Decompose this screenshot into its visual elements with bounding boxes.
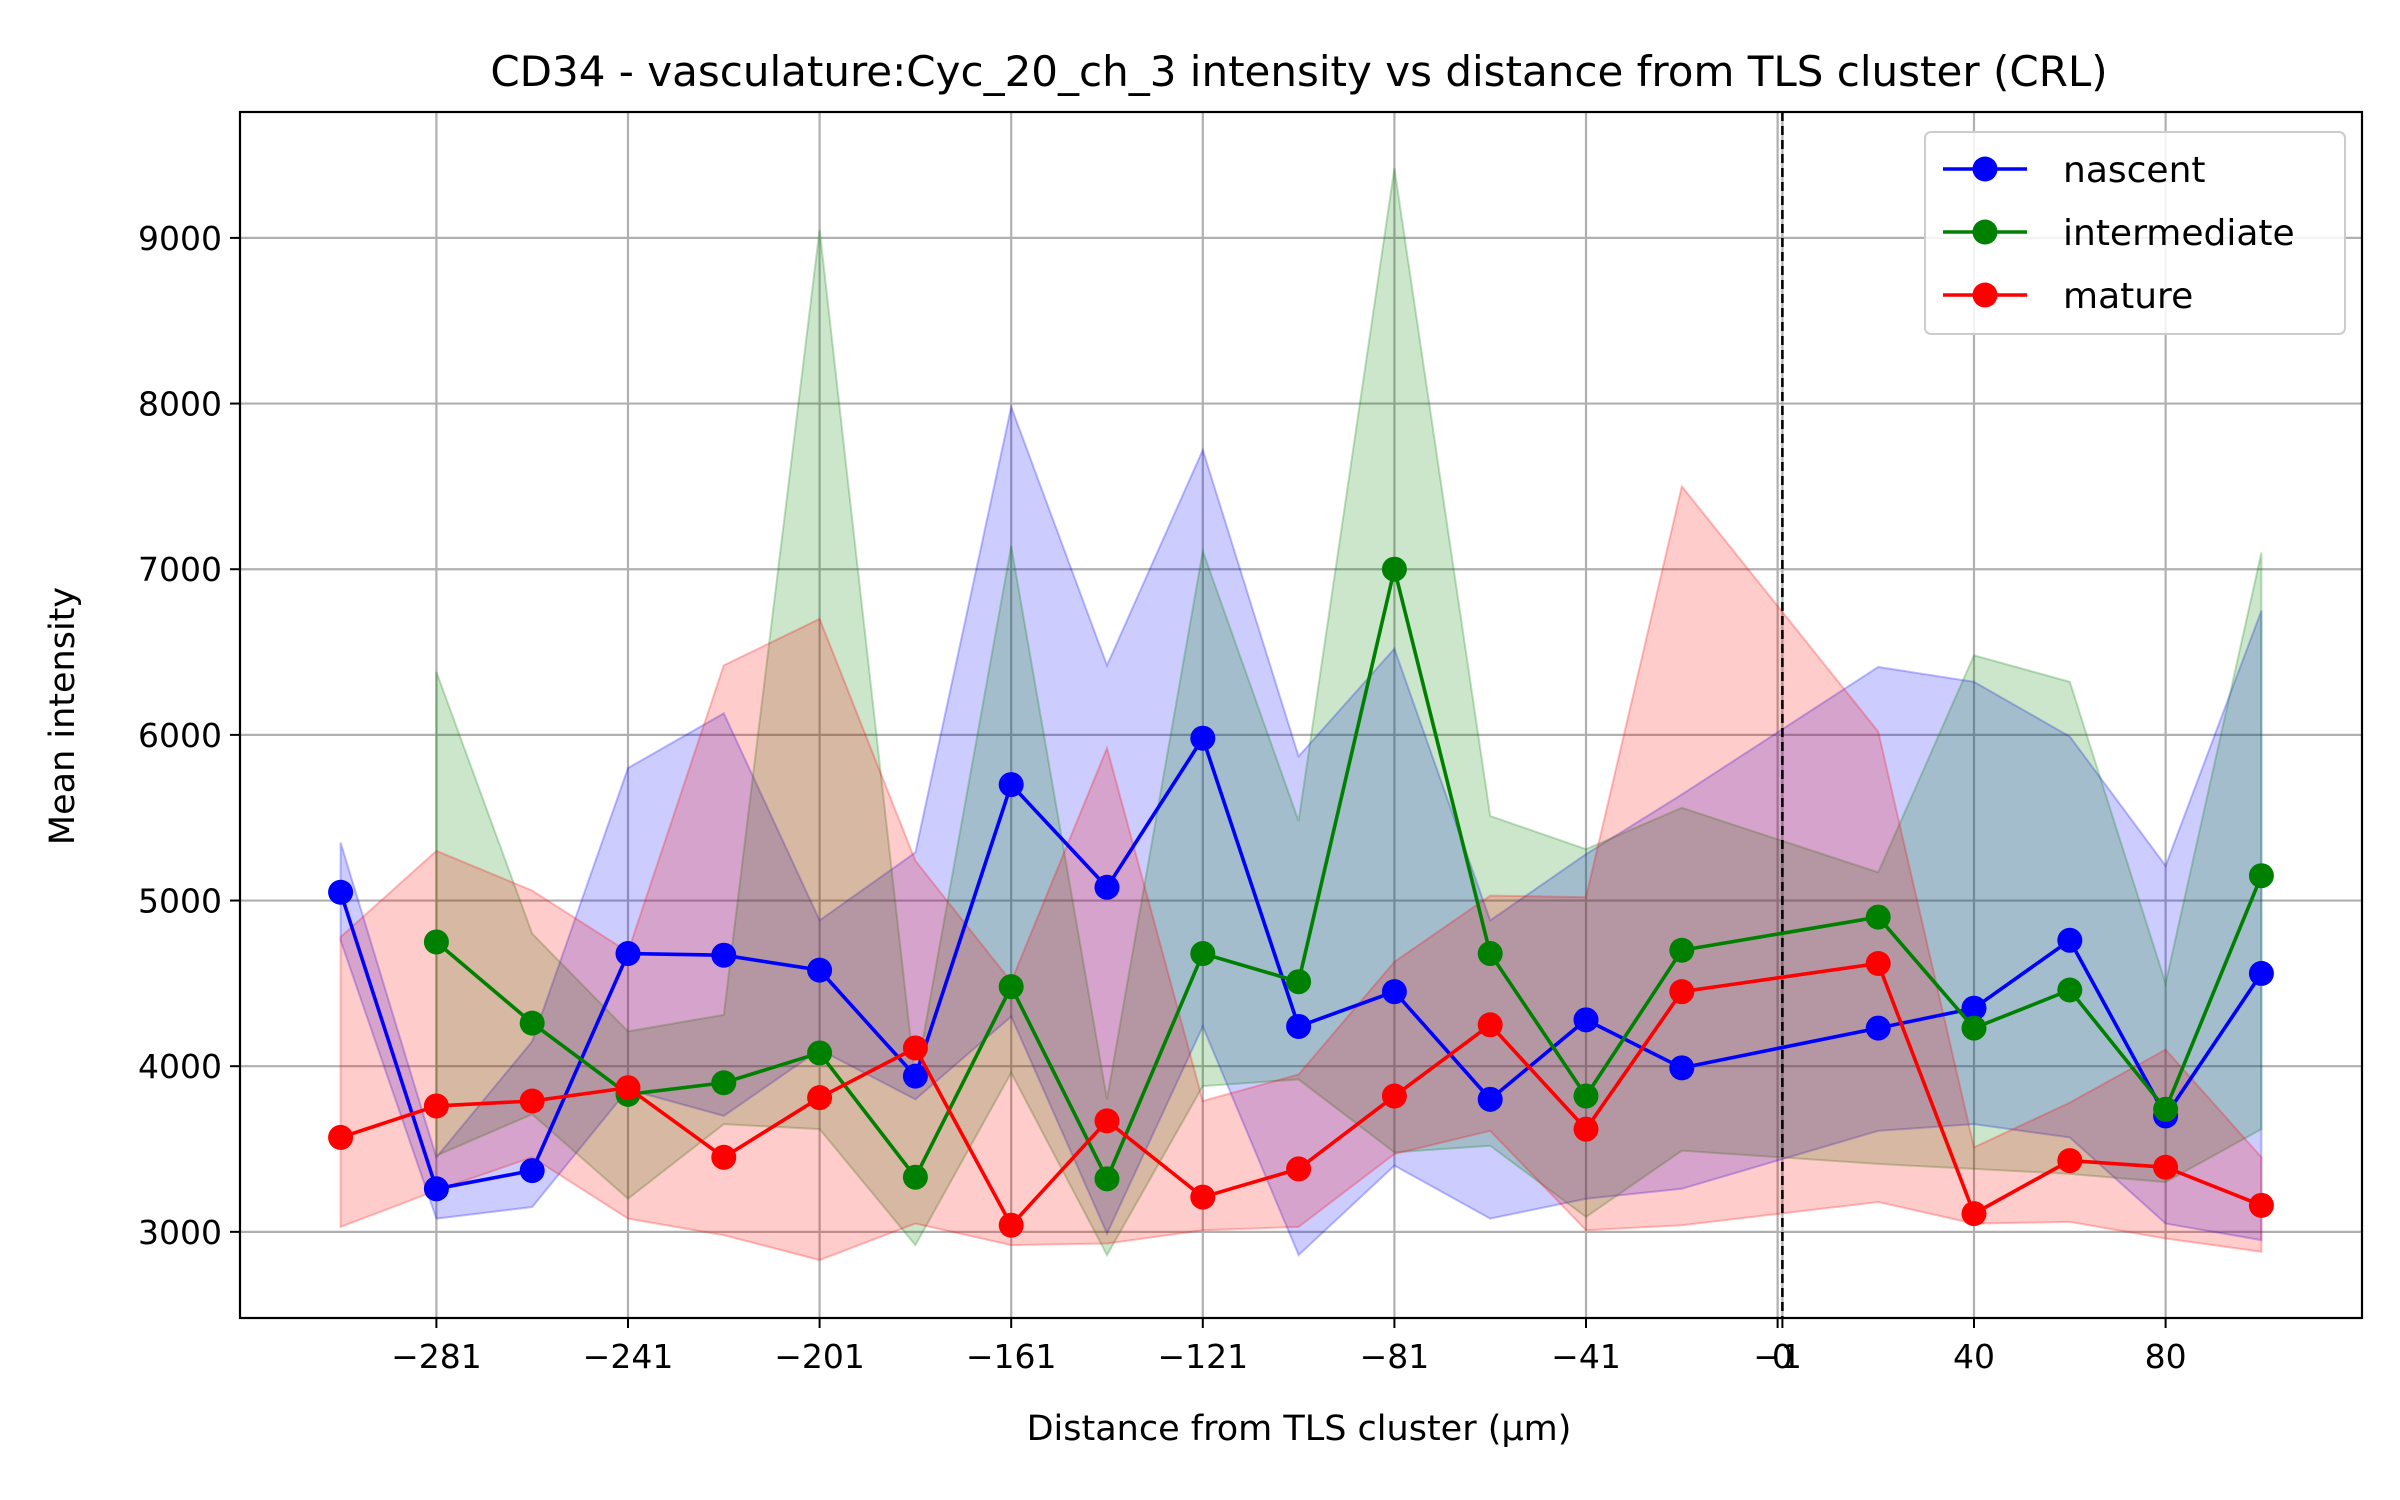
point-nascent bbox=[807, 957, 833, 983]
x-axis-label: Distance from TLS cluster (μm) bbox=[1027, 1409, 1572, 1449]
point-nascent bbox=[519, 1158, 545, 1184]
point-intermediate bbox=[807, 1040, 833, 1066]
point-mature bbox=[1573, 1116, 1599, 1142]
x-tick-label: −81 bbox=[1360, 1337, 1430, 1376]
point-mature bbox=[519, 1088, 545, 1114]
point-mature bbox=[423, 1093, 449, 1119]
axis-ticks: 3000 4000 5000 6000 7000 8000 9000 −281 −241 −201… bbox=[138, 219, 2187, 1376]
plot-frame bbox=[238, 110, 2364, 1320]
point-nascent bbox=[998, 772, 1024, 798]
point-intermediate bbox=[1961, 1015, 1987, 1041]
point-nascent bbox=[1573, 1007, 1599, 1033]
point-intermediate bbox=[1286, 969, 1312, 995]
x-tick-label: −121 bbox=[1157, 1337, 1248, 1376]
point-intermediate bbox=[1094, 1166, 1120, 1192]
legend: nascent intermediate mature bbox=[1924, 131, 2346, 335]
y-tick-label: 9000 bbox=[138, 219, 222, 258]
y-tick-label: 6000 bbox=[138, 716, 222, 755]
point-intermediate bbox=[519, 1010, 545, 1036]
point-intermediate bbox=[902, 1164, 928, 1190]
point-intermediate bbox=[2057, 977, 2083, 1003]
point-mature bbox=[998, 1212, 1024, 1238]
grid bbox=[240, 112, 2362, 1318]
y-axis-label: Mean intensity bbox=[43, 587, 83, 845]
chart-title: CD34 - vasculature:Cyc_20_ch_3 intensity… bbox=[490, 47, 2107, 96]
point-intermediate bbox=[1190, 941, 1216, 967]
point-mature bbox=[1669, 979, 1695, 1005]
point-mature bbox=[2153, 1154, 2179, 1180]
point-mature bbox=[2057, 1148, 2083, 1174]
point-nascent bbox=[1961, 995, 1987, 1021]
point-nascent bbox=[1477, 1086, 1503, 1112]
point-intermediate bbox=[2153, 1096, 2179, 1122]
line-mature bbox=[340, 961, 2263, 1229]
band-intermediate bbox=[435, 168, 2263, 1258]
point-nascent bbox=[711, 942, 737, 968]
point-intermediate bbox=[2248, 863, 2274, 889]
point-intermediate bbox=[1865, 904, 1891, 930]
point-intermediate bbox=[1573, 1083, 1599, 1109]
point-mature bbox=[711, 1144, 737, 1170]
point-mature bbox=[807, 1085, 833, 1111]
x-tick-label: −1 bbox=[1753, 1337, 1802, 1376]
point-mature bbox=[2248, 1192, 2274, 1218]
point-nascent bbox=[1190, 725, 1216, 751]
series-lines bbox=[328, 556, 2274, 1238]
point-nascent bbox=[615, 941, 641, 967]
point-nascent bbox=[1381, 979, 1407, 1005]
y-tick-label: 7000 bbox=[138, 550, 222, 589]
y-tick-label: 5000 bbox=[138, 882, 222, 921]
point-intermediate bbox=[711, 1070, 737, 1096]
point-nascent bbox=[1865, 1015, 1891, 1041]
point-mature bbox=[1865, 950, 1891, 976]
point-intermediate bbox=[423, 929, 449, 955]
legend-label-intermediate: intermediate bbox=[2063, 213, 2295, 254]
point-nascent bbox=[902, 1063, 928, 1089]
point-mature bbox=[1286, 1156, 1312, 1182]
legend-marker-nascent bbox=[1972, 156, 1998, 182]
point-intermediate bbox=[1477, 941, 1503, 967]
legend-label-nascent: nascent bbox=[2063, 150, 2206, 191]
x-tick-label: −241 bbox=[583, 1337, 674, 1376]
legend-marker-intermediate bbox=[1972, 219, 1998, 245]
point-nascent bbox=[423, 1176, 449, 1202]
x-tick-label: −41 bbox=[1551, 1337, 1621, 1376]
y-tick-label: 8000 bbox=[138, 385, 222, 424]
legend-marker-mature bbox=[1972, 282, 1998, 308]
point-nascent bbox=[1669, 1055, 1695, 1081]
legend-label-mature: mature bbox=[2063, 276, 2193, 317]
point-intermediate bbox=[998, 974, 1024, 1000]
point-mature bbox=[902, 1035, 928, 1061]
point-nascent bbox=[1094, 874, 1120, 900]
point-mature bbox=[1381, 1083, 1407, 1109]
point-mature bbox=[1477, 1012, 1503, 1038]
point-mature bbox=[615, 1075, 641, 1101]
point-intermediate bbox=[1381, 556, 1407, 582]
point-nascent bbox=[2248, 960, 2274, 986]
point-nascent bbox=[328, 879, 354, 905]
point-nascent bbox=[1286, 1013, 1312, 1039]
point-mature bbox=[328, 1124, 354, 1150]
y-tick-label: 4000 bbox=[138, 1047, 222, 1086]
x-tick-label: −161 bbox=[966, 1337, 1057, 1376]
point-nascent bbox=[2057, 927, 2083, 953]
point-intermediate bbox=[1669, 937, 1695, 963]
x-tick-label: 40 bbox=[1953, 1337, 1995, 1376]
x-tick-label: 80 bbox=[2145, 1337, 2187, 1376]
x-tick-label: 0 bbox=[1772, 1337, 1793, 1376]
point-mature bbox=[1961, 1201, 1987, 1227]
x-tick-label: −281 bbox=[391, 1337, 482, 1376]
point-mature bbox=[1094, 1108, 1120, 1134]
legend-box bbox=[1924, 131, 2346, 335]
x-tick-label: −201 bbox=[774, 1337, 865, 1376]
point-mature bbox=[1190, 1184, 1216, 1210]
y-tick-label: 3000 bbox=[138, 1213, 222, 1252]
